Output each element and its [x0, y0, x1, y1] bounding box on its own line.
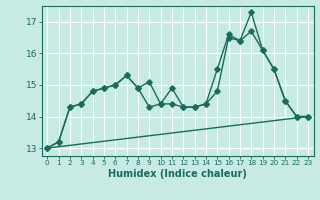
X-axis label: Humidex (Indice chaleur): Humidex (Indice chaleur): [108, 169, 247, 179]
